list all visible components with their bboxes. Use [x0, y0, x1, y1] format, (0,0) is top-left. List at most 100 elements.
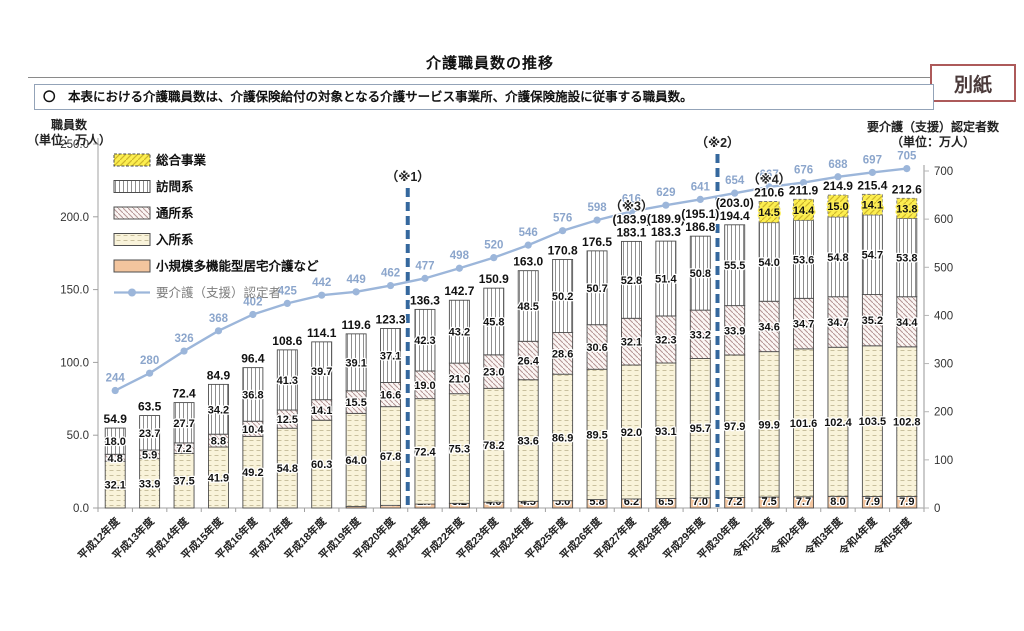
legend-label: 入所系	[156, 232, 194, 247]
segment-value-label: 103.5	[859, 416, 887, 428]
segment-value-label: 7.2	[176, 443, 191, 455]
segment-value-label: 49.2	[242, 467, 263, 479]
left-axis-tick-label: 200.0	[60, 212, 89, 224]
segment-value-label: 95.7	[690, 423, 711, 435]
segment-value-label: 54.0	[758, 257, 779, 269]
bar-total-label: 54.9	[104, 412, 128, 426]
legend-line-marker	[128, 288, 136, 297]
line-value-label: 244	[106, 373, 126, 385]
segment-value-label: 8.0	[830, 496, 845, 508]
segment-value-label: 54.8	[827, 252, 848, 264]
legend-swatch-tsusho	[113, 206, 151, 220]
segment-value-label: 50.2	[552, 291, 573, 303]
segment-value-label: 19.0	[414, 380, 435, 392]
line-point	[662, 201, 670, 209]
line-point	[524, 241, 532, 249]
chart-area: 250.0 200.0 150.0 100.0 50.0 0.0 700 600 500 400 3…	[18, 118, 1018, 623]
legend-swatch-shokibo	[113, 259, 151, 273]
line-value-label: 598	[587, 202, 607, 214]
reference-marker-label: （※1）	[386, 169, 430, 184]
segment-value-label: 16.6	[380, 390, 401, 402]
bar-total-label: 183.1	[616, 225, 646, 239]
right-axis-title-line2: （単位：万人）	[890, 135, 975, 149]
bar-segment-homon	[242, 367, 264, 422]
segment-value-label: 37.1	[380, 350, 401, 362]
segment-value-label: 101.6	[790, 418, 818, 430]
segment-value-label: 39.1	[345, 357, 366, 369]
line-point	[903, 164, 911, 173]
segment-value-label: 41.9	[208, 472, 229, 484]
segment-value-label: 51.4	[655, 274, 677, 286]
left-axis-tick-label: 0.0	[73, 503, 89, 515]
segment-value-label: 33.2	[690, 329, 711, 341]
line-value-label: 402	[243, 296, 262, 308]
line-point	[559, 227, 567, 235]
segment-value-label: 50.7	[586, 283, 607, 295]
segment-value-label: 33.9	[724, 325, 745, 337]
bar-total-label: 183.3	[651, 225, 681, 239]
bar-segment-homon	[414, 308, 436, 372]
segment-value-label: 5.9	[142, 449, 157, 461]
bar-total-label: 96.4	[241, 352, 265, 366]
segment-value-label: 54.7	[862, 250, 883, 262]
line-point	[834, 173, 842, 181]
segment-value-label: 34.7	[827, 317, 848, 329]
bar-segment-homon	[208, 383, 229, 435]
segment-value-label: 54.8	[277, 463, 298, 475]
legend-label: 通所系	[156, 206, 194, 221]
right-axis-tick-label: 200	[934, 407, 953, 419]
note-box: 〇 本表における介護職員数は、介護保険給付の対象となる介護サービス事業所、介護保…	[34, 84, 934, 110]
segment-value-label: 39.7	[311, 366, 332, 378]
segment-value-label: 23.7	[139, 428, 160, 440]
line-value-label: 629	[656, 187, 675, 199]
segment-value-label: 7.0	[693, 496, 708, 508]
bar-total-label: 150.9	[479, 272, 509, 286]
line-point	[455, 264, 463, 272]
segment-value-label: 12.5	[277, 414, 298, 426]
line-value-label: 654	[725, 175, 745, 187]
segment-value-label: 34.4	[896, 317, 918, 329]
attachment-tag-label: 別紙	[953, 74, 992, 96]
bar-total-label: 212.6	[892, 182, 922, 196]
line-value-label: 697	[863, 154, 882, 166]
bar-total-label: 142.7	[444, 284, 474, 298]
legend-label: 小規模多機能型居宅介護など	[155, 259, 319, 274]
bar-total-label: 119.6	[341, 318, 371, 332]
line-value-label: 546	[519, 227, 538, 239]
segment-value-label: 89.5	[586, 429, 607, 441]
line-value-label: 462	[381, 268, 400, 280]
bar-segment-sogo	[861, 193, 883, 216]
line-value-label: 326	[174, 333, 193, 345]
segment-value-label: 34.6	[758, 321, 779, 333]
legend-label: 総合事業	[156, 153, 207, 168]
line-value-label: 667	[760, 169, 779, 181]
segment-value-label: 33.9	[139, 478, 160, 490]
reference-note-label: （※3）	[609, 198, 653, 213]
segment-value-label: 78.2	[483, 440, 504, 452]
bar-total-incl-sogo-label: (189.9)	[647, 212, 685, 226]
right-axis-title-line1: 要介護（支援）認定者数	[866, 120, 999, 134]
legend-swatch-sogo	[113, 153, 151, 167]
segment-value-label: 15.5	[345, 397, 366, 409]
segment-value-label: 35.2	[862, 315, 883, 327]
left-axis-tick-label: 150.0	[60, 285, 89, 297]
bar-total-incl-sogo-label: (195.1)	[681, 207, 719, 221]
legend-label: 訪問系	[156, 179, 194, 194]
bar-total-label: 211.9	[789, 183, 819, 197]
x-axis-label: 令和5年度	[870, 515, 914, 559]
left-axis-title-line1: 職員数	[50, 118, 87, 132]
left-axis-tick-label: 100.0	[60, 357, 89, 369]
segment-value-label: 32.1	[104, 480, 125, 492]
segment-value-label: 15.0	[827, 201, 848, 213]
segment-value-label: 30.6	[586, 342, 607, 354]
line-value-label: 688	[828, 159, 848, 171]
bar-segment-homon	[689, 235, 711, 311]
line-point	[180, 347, 188, 355]
bar-total-label: 114.1	[307, 326, 337, 340]
segment-value-label: 23.0	[483, 367, 504, 379]
segment-value-label: 52.8	[621, 275, 642, 287]
segment-value-label: 10.4	[242, 424, 264, 436]
legend-swatch-nyusho	[113, 233, 151, 246]
segment-value-label: 7.5	[761, 496, 776, 508]
bar-total-label: 214.9	[823, 179, 853, 193]
